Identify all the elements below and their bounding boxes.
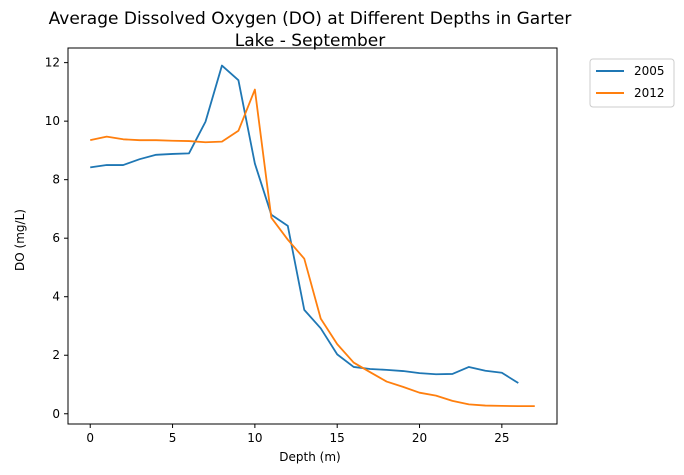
x-tick-label: 5 <box>169 431 177 445</box>
x-tick-label: 0 <box>86 431 94 445</box>
legend-label-2012: 2012 <box>634 86 665 100</box>
legend: 2005 2012 <box>589 58 675 108</box>
chart-title-line1: Average Dissolved Oxygen (DO) at Differe… <box>49 9 572 29</box>
x-axis-label: Depth (m) <box>279 450 340 464</box>
y-axis-ticks: 0 2 4 6 8 10 12 <box>45 56 68 421</box>
y-tick-label: 0 <box>52 407 60 421</box>
y-tick-label: 8 <box>52 173 60 187</box>
series-lines <box>90 64 535 408</box>
plot-frame <box>67 47 558 425</box>
plot-area <box>67 47 558 425</box>
x-tick-label: 25 <box>494 431 509 445</box>
y-tick-label: 4 <box>52 290 60 304</box>
y-tick-label: 6 <box>52 231 60 245</box>
x-axis-ticks: 0 5 10 15 20 25 <box>86 424 509 445</box>
x-tick-label: 20 <box>412 431 427 445</box>
y-tick-label: 12 <box>45 56 60 70</box>
x-tick-label: 10 <box>247 431 262 445</box>
y-tick-label: 2 <box>52 348 60 362</box>
chart-title-line2: Lake - September <box>235 31 386 51</box>
legend-label-2005: 2005 <box>634 64 665 78</box>
series-line-2005 <box>90 64 519 384</box>
y-tick-label: 10 <box>45 114 60 128</box>
y-axis-label: DO (mg/L) <box>13 209 27 271</box>
series-line-2012 <box>90 88 535 408</box>
x-tick-label: 15 <box>330 431 345 445</box>
